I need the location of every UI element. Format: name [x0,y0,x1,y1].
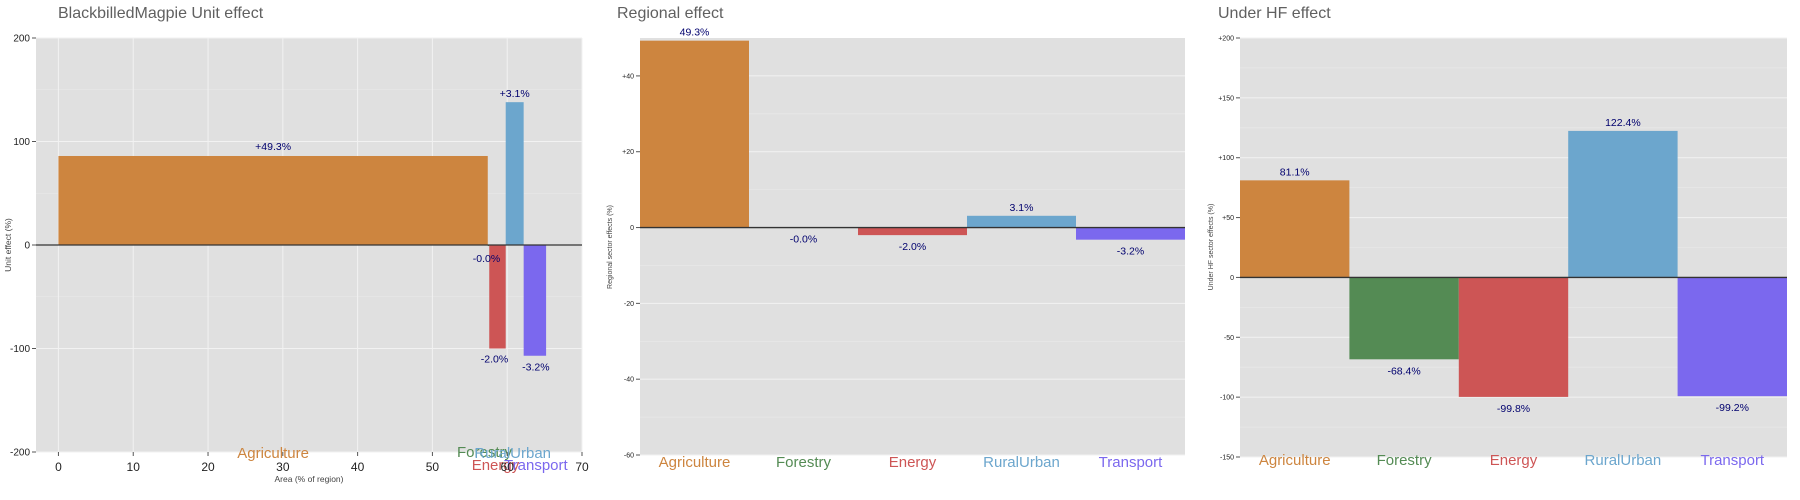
x-tick-label: 50 [426,460,440,474]
x-tick-label: 40 [351,460,365,474]
x-tick-label: 70 [575,460,589,474]
y-axis-label: Under HF sector effects (%) [1208,204,1215,291]
category-label: Energy [472,457,520,474]
category-label: Agriculture [659,454,731,471]
x-tick-label: 10 [127,460,141,474]
x-tick-label: 0 [55,460,62,474]
category-label: RuralUrban [1585,452,1662,469]
bar-transport [523,245,547,356]
bar-energy [858,227,967,236]
panel-title: Regional effect [617,5,724,22]
category-label: Transport [504,457,568,474]
bar-agriculture [1240,180,1350,278]
category-label: Agriculture [237,445,309,462]
y-tick-label: +40 [622,73,634,80]
category-label: RuralUrban [474,445,551,462]
bar-agriculture [58,155,488,245]
bar-energy [1458,277,1569,397]
y-tick-label: +20 [622,149,634,156]
y-axis-label: Regional sector effects (%) [607,205,614,289]
category-label: Energy [889,454,937,471]
bar-forestry [1349,277,1459,360]
bar-agriculture [640,40,749,228]
bar-transport [1076,227,1185,240]
y-tick-label: 0 [24,241,30,252]
data-label: -2.0% [481,354,508,366]
data-label: +49.3% [255,141,291,153]
y-axis-label: Unit effect (%) [3,218,13,272]
data-label: -68.4% [1387,365,1420,377]
panel-title: Under HF effect [1218,5,1331,22]
y-tick-label: -40 [624,377,634,384]
data-label: 3.1% [1010,202,1034,214]
data-label: -2.0% [899,241,926,253]
category-label: RuralUrban [983,454,1060,471]
y-tick-label: +150 [1218,95,1234,102]
y-tick-label: -60 [624,453,634,460]
bar-energy [489,245,506,349]
category-label: Forestry [776,454,832,471]
y-tick-label: -50 [1224,335,1234,342]
y-tick-label: -200 [10,448,30,459]
y-tick-label: -100 [1220,395,1234,402]
bar-ruralurban [967,215,1076,228]
y-tick-label: 200 [13,34,30,45]
data-label: -0.0% [790,234,817,246]
unit-effect-panel: BlackbilledMagpie Unit effect +49.3% -0.0%… [3,5,589,484]
category-label: Forestry [457,444,513,461]
y-tick-label: -100 [10,344,30,355]
data-label: -0.0% [473,253,500,265]
x-tick-label: 60 [501,460,515,474]
data-label: 49.3% [680,27,710,39]
category-label: Forestry [1377,452,1433,469]
x-tick-label: 30 [276,460,290,474]
y-tick-label: -150 [1220,455,1234,462]
data-label: -99.2% [1716,402,1749,414]
data-label: -3.2% [522,362,549,374]
category-label: Agriculture [1259,452,1331,469]
y-tick-label: 100 [13,137,30,148]
y-tick-label: +200 [1218,36,1234,43]
x-tick-label: 20 [201,460,215,474]
x-axis-label: Area (% of region) [275,474,344,484]
under-hf-effect-panel: Under HF effect 81.1% Agriculture -68.4% For… [1208,5,1787,469]
y-tick-label: 0 [1230,275,1234,282]
regional-effect-panel: Regional effect 49.3% Agriculture -0.0% Fore… [607,5,1185,471]
data-label: 81.1% [1280,166,1310,178]
y-tick-label: 0 [630,225,634,232]
category-label: Transport [1099,454,1163,471]
bar-ruralurban [505,102,524,245]
data-label: -99.8% [1497,403,1530,415]
data-label: 122.4% [1605,117,1641,129]
category-label: Energy [1490,452,1538,469]
y-tick-label: -20 [624,301,634,308]
bar-ruralurban [1568,130,1678,278]
data-label: -3.2% [1117,246,1144,258]
category-label: Transport [1700,452,1764,469]
data-label: +3.1% [500,88,530,100]
y-tick-label: +50 [1222,215,1234,222]
bar-transport [1677,277,1787,397]
y-tick-label: +100 [1218,155,1234,162]
panel-title: BlackbilledMagpie Unit effect [58,5,264,22]
